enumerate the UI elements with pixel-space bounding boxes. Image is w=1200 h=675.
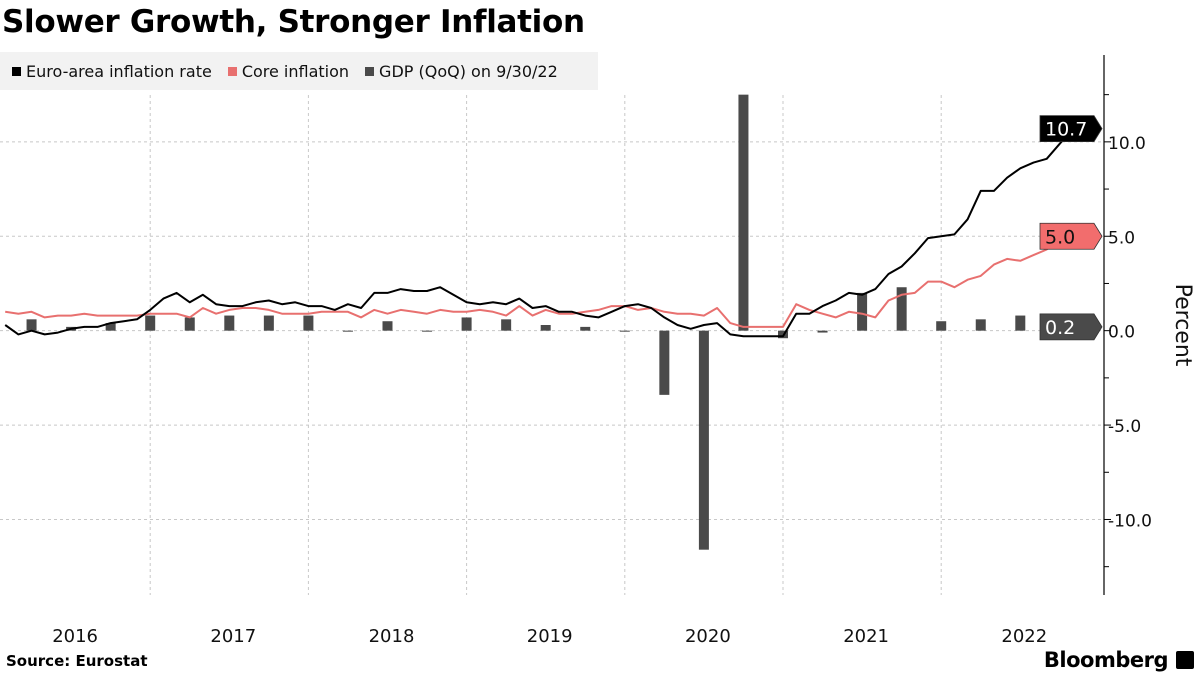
chart-title: Slower Growth, Stronger Inflation	[2, 4, 585, 40]
x-tick-label: 2017	[210, 626, 256, 647]
gdp-bar	[580, 326, 591, 331]
gdp-bar	[303, 315, 314, 331]
x-tick-label: 2018	[369, 626, 415, 647]
bloomberg-logo-icon	[1176, 651, 1194, 669]
x-tick-label: 2016	[52, 626, 98, 647]
gdp-bar	[145, 315, 156, 331]
gdp-bar	[1015, 315, 1026, 331]
gdp-bar	[105, 323, 116, 331]
core-last-value-label: 5.0	[1045, 226, 1075, 248]
gdp-bar	[738, 94, 749, 331]
gdp-bar	[263, 315, 274, 331]
gdp-bar	[817, 330, 828, 333]
headline-last-value-label-bg	[1039, 115, 1103, 143]
gdp-bar	[501, 319, 512, 331]
x-tick-label: 2020	[685, 626, 731, 647]
headline-last-value-label: 10.7	[1045, 119, 1087, 141]
legend-swatch-gdp	[365, 66, 375, 76]
gdp-bar	[184, 317, 195, 331]
gdp-last-value-label: 0.2	[1045, 317, 1075, 339]
y-tick-label: 5.0	[1108, 228, 1135, 248]
gdp-bar	[224, 315, 235, 331]
y-tick-label: -5.0	[1108, 417, 1141, 437]
core-last-value-label-bg	[1039, 222, 1103, 250]
y-tick-label: 0.0	[1108, 323, 1135, 343]
gdp-bar	[857, 292, 868, 331]
legend: Euro-area inflation rate Core inflation …	[0, 52, 598, 90]
bloomberg-logo: Bloomberg	[1043, 648, 1169, 672]
headline-inflation-line	[4, 127, 1074, 338]
legend-label: Core inflation	[241, 61, 350, 81]
gdp-bar	[540, 325, 551, 331]
legend-label: GDP (QoQ) on 9/30/22	[379, 61, 558, 81]
legend-swatch-core	[227, 66, 237, 76]
gdp-bar	[659, 330, 670, 395]
x-tick-label: 2022	[1001, 626, 1047, 647]
gdp-bar	[896, 287, 907, 331]
gdp-bar	[698, 330, 709, 550]
source-note: Source: Eurostat	[6, 652, 148, 670]
gdp-bar	[422, 330, 433, 332]
legend-swatch-headline	[12, 66, 21, 76]
y-tick-label: -10.0	[1108, 511, 1152, 531]
gdp-bar	[26, 319, 37, 331]
legend-item-headline: Euro-area inflation rate	[12, 62, 212, 81]
y-axis-label: Percent	[1170, 284, 1195, 367]
gdp-bar	[975, 319, 986, 331]
gdp-bar	[936, 321, 947, 331]
legend-item-gdp: GDP (QoQ) on 9/30/22	[365, 62, 558, 81]
gdp-last-value-label-bg	[1039, 313, 1103, 341]
gdp-bar	[382, 321, 393, 331]
x-tick-label: 2019	[527, 626, 573, 647]
core-inflation-line	[5, 235, 1074, 328]
x-tick-label: 2021	[843, 626, 889, 647]
legend-label: Euro-area inflation rate	[26, 61, 212, 81]
legend-item-core: Core inflation	[227, 61, 350, 81]
y-tick-label: 10.0	[1108, 134, 1146, 154]
gdp-bar	[342, 330, 353, 332]
gdp-bar	[619, 330, 630, 332]
gdp-bar	[461, 317, 472, 331]
